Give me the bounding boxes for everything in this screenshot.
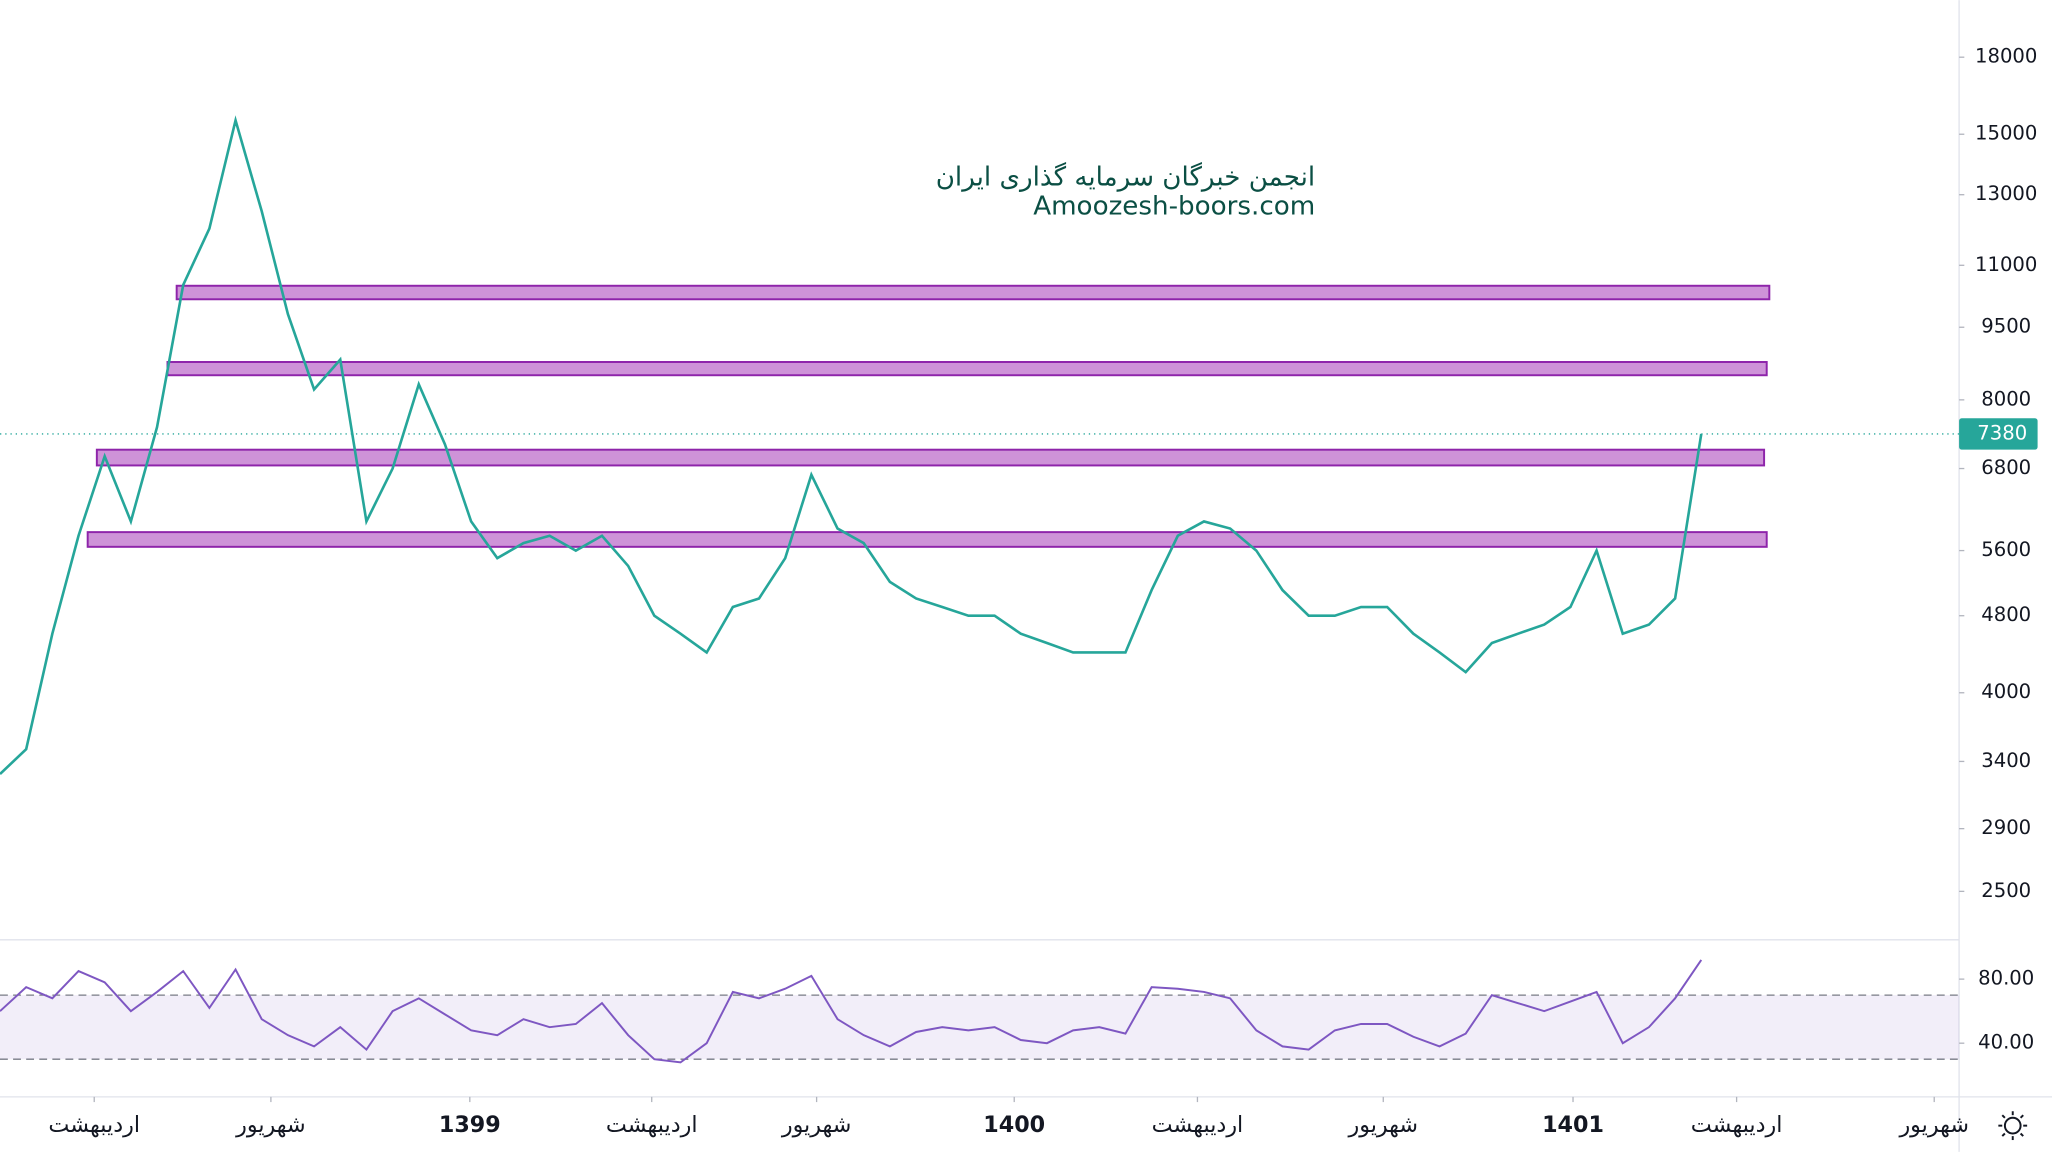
y-tick-label: 2500 — [1981, 879, 2031, 902]
x-tick-label: شهریور — [1898, 1112, 1969, 1138]
price-line — [0, 959, 1703, 1064]
y-tick-label: 13000 — [1975, 182, 2037, 205]
x-tick-label: شهریور — [781, 1112, 852, 1138]
x-tick-label: 1399 — [439, 1112, 501, 1138]
x-tick-label: شهریور — [235, 1112, 306, 1138]
price-line — [0, 115, 1703, 775]
x-tick-label: 1400 — [983, 1112, 1045, 1138]
support-zone — [175, 284, 1771, 301]
y-tick-label: 6800 — [1981, 456, 2031, 479]
x-tick-label: شهریور — [1347, 1112, 1418, 1138]
x-tick-label: 1401 — [1542, 1112, 1604, 1138]
y-tick-label: 5600 — [1981, 538, 2031, 561]
watermark: انجمن خبرگان سرمایه گذاری ایران — [936, 162, 1315, 193]
y-tick-label: 4800 — [1981, 603, 2031, 626]
y-tick-label: 8000 — [1981, 387, 2031, 410]
settings-icon[interactable] — [1998, 1111, 2028, 1141]
support-zone — [166, 361, 1768, 377]
y-tick-label: 2900 — [1981, 816, 2031, 839]
x-tick-label: اردیبهشت — [606, 1112, 698, 1138]
y-tick-label: 9500 — [1981, 315, 2031, 338]
support-zone — [86, 531, 1768, 548]
support-zone — [95, 448, 1766, 467]
rsi-band — [0, 995, 1960, 1060]
x-tick-label: اردیبهشت — [1152, 1112, 1244, 1138]
y-tick-label: 3400 — [1981, 749, 2031, 772]
last-price-label: 7380 — [1977, 421, 2027, 444]
x-tick-label: اردیبهشت — [1691, 1112, 1783, 1138]
x-tick-label: اردیبهشت — [48, 1112, 140, 1138]
y-tick-label: 80.00 — [1978, 967, 2034, 990]
y-tick-label: 4000 — [1981, 680, 2031, 703]
y-tick-label: 11000 — [1975, 253, 2037, 276]
y-tick-label: 18000 — [1975, 45, 2037, 68]
watermark: Amoozesh-boors.com — [1033, 191, 1315, 221]
y-tick-label: 40.00 — [1978, 1031, 2034, 1054]
y-tick-label: 15000 — [1975, 122, 2037, 145]
last-price-box — [1959, 418, 2038, 450]
